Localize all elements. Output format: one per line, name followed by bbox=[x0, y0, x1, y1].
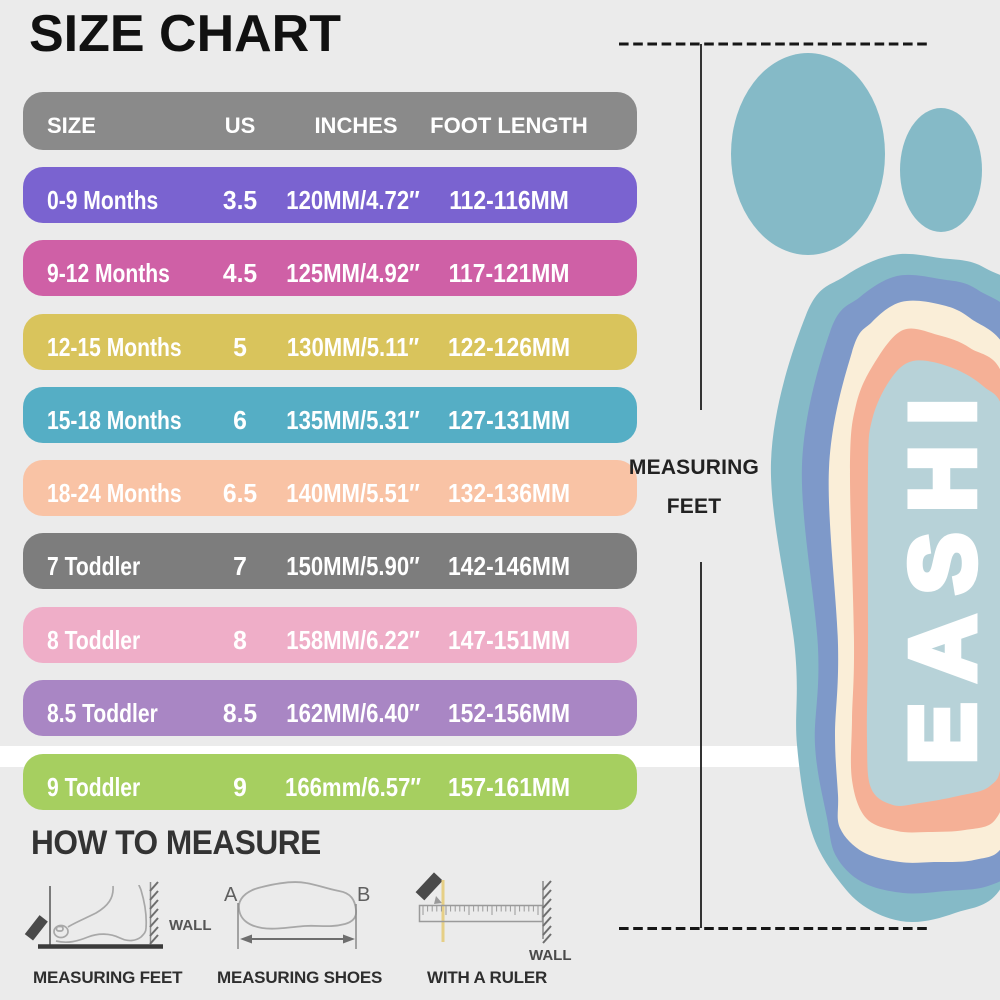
svg-text:MEASURING FEET: MEASURING FEET bbox=[33, 968, 183, 987]
svg-text:WALL: WALL bbox=[169, 917, 212, 934]
svg-text:B: B bbox=[357, 884, 370, 906]
svg-text:EASHI: EASHI bbox=[892, 378, 994, 764]
svg-text:WITH A RULER: WITH A RULER bbox=[427, 968, 547, 987]
svg-text:WALL: WALL bbox=[529, 947, 572, 964]
svg-text:A: A bbox=[224, 884, 238, 906]
svg-text:MEASURING SHOES: MEASURING SHOES bbox=[217, 968, 382, 987]
